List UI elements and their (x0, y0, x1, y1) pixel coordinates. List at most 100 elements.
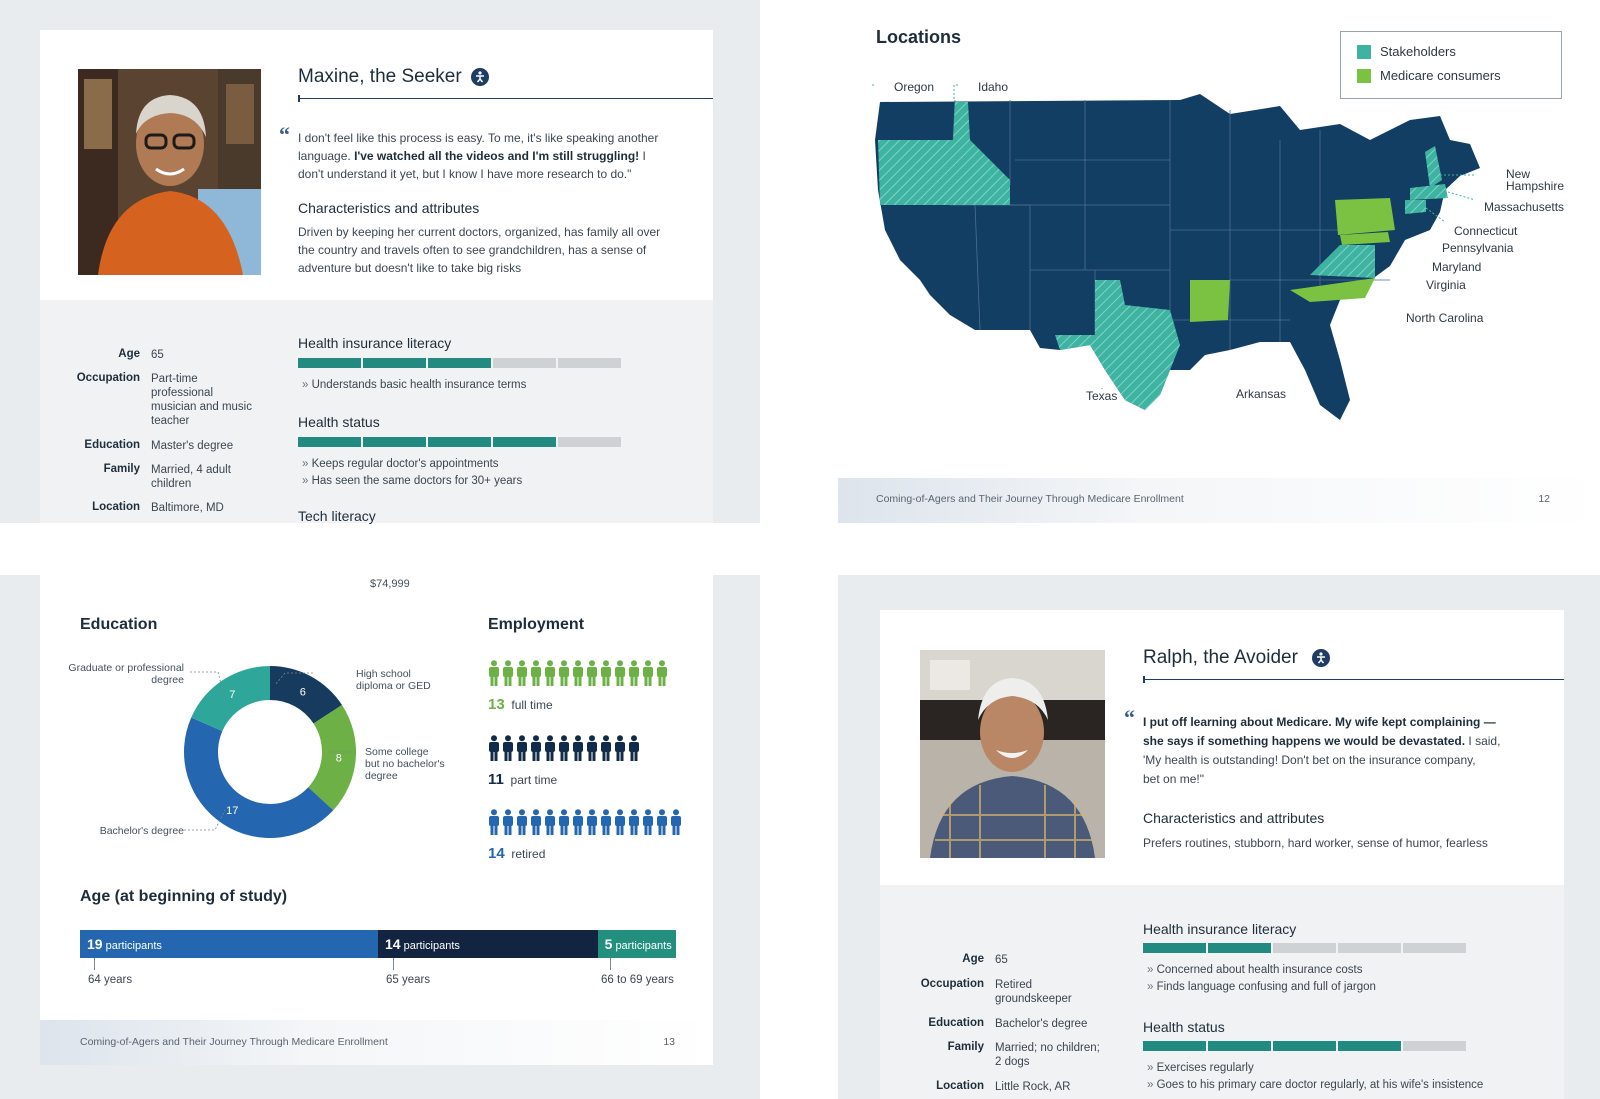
donut-value-label: 8 (336, 753, 342, 765)
state-connecticut (1405, 200, 1426, 214)
maxine-education-value: Master's degree (151, 440, 234, 452)
ralph-location-value: Little Rock, AR (995, 1081, 1071, 1093)
map-label-idaho: Idaho (978, 80, 1009, 94)
ralph-family-value: Married; no children; 2 dogs (995, 1042, 1100, 1068)
maxine-quote: I don't feel like this process is easy. … (298, 129, 718, 183)
employment-parttime-caption: 11 part time (488, 771, 558, 788)
age-segment-64: 19 participants (80, 930, 378, 958)
donut-label-bachelors: Bachelor's degree (99, 825, 184, 837)
maxine-tech-title: Tech literacy (298, 508, 376, 524)
map-label-texas: Texas (1086, 389, 1118, 403)
maxine-char-text: Driven by keeping her current doctors, o… (298, 225, 661, 275)
maxine-name: Maxine, the Seeker (298, 66, 462, 87)
maxine-quote-line-2: language. I've watched all the videos an… (298, 149, 646, 163)
state-maryland (1340, 232, 1390, 245)
person-icon (643, 809, 653, 835)
level-segment (1208, 943, 1271, 953)
state-virginia (1310, 245, 1375, 278)
person-icon (587, 809, 597, 835)
ralph-hs-bullet-2: Goes to his primary care doctor regularl… (1147, 1077, 1484, 1094)
maxine-hs-bullet-2: Has seen the same doctors for 30+ years (302, 473, 523, 490)
level-segment (363, 437, 426, 447)
donut-label-some-college: Some college but no bachelor's degree (365, 746, 445, 782)
level-segment (493, 358, 556, 368)
level-segment (1143, 1041, 1206, 1051)
ralph-hil-bullet-1: Concerned about health insurance costs (1147, 962, 1363, 979)
map-label-arkansas: Arkansas (1236, 387, 1287, 401)
level-segment (558, 358, 621, 368)
employment-title: Employment (488, 616, 585, 633)
donut-slice (191, 666, 270, 732)
level-segment (1338, 943, 1401, 953)
person-icon (615, 735, 625, 761)
maxine-hil-bullet: Understands basic health insurance terms (302, 377, 527, 394)
page-12-number: 12 (1538, 493, 1550, 505)
maxine-education-label: Education (84, 439, 140, 451)
maxine-hil-bar (298, 358, 621, 368)
state-new-hampshire (1425, 146, 1442, 188)
state-pennsylvania (1335, 198, 1395, 235)
ralph-char-title: Characteristics and attributes (1143, 810, 1325, 826)
age-label-65: 65 years (386, 974, 431, 986)
person-icon (503, 660, 513, 686)
donut-value-label: 17 (226, 805, 238, 817)
ralph-hs-bullet-1: Exercises regularly (1147, 1060, 1254, 1077)
map-label-pennsylvania: Pennsylvania (1442, 241, 1514, 255)
person-icon (503, 809, 513, 835)
donut-label-high-school: High school diploma or GED (356, 668, 431, 692)
map-label-new-hampshire: New Hampshire (1506, 167, 1565, 193)
map-label-maryland: Maryland (1432, 260, 1482, 274)
employment-retired-icons (488, 809, 682, 835)
maxine-occupation-label: Occupation (76, 372, 140, 384)
age-label-64: 64 years (88, 974, 133, 986)
person-icon (629, 809, 639, 835)
person-icon (559, 809, 569, 835)
person-icon (503, 735, 513, 761)
person-icon (629, 660, 639, 686)
state-idaho (950, 102, 1010, 205)
state-north-carolina (1290, 278, 1375, 302)
level-segment (298, 358, 361, 368)
person-icon (517, 809, 527, 835)
accessibility-icon (1312, 649, 1330, 667)
person-icon (629, 735, 639, 761)
map-label-north-carolina: North Carolina (1406, 311, 1484, 325)
quote-mark-icon: “ (1124, 705, 1135, 730)
maxine-hil-title: Health insurance literacy (298, 335, 452, 351)
level-segment (1273, 943, 1336, 953)
maxine-photo (78, 69, 261, 275)
level-segment (363, 358, 426, 368)
ralph-hil-bar (1143, 943, 1466, 953)
legend-label-consumers: Medicare consumers (1380, 68, 1501, 83)
maxine-quote-line-3: don't understand it yet, but I know I ha… (298, 167, 632, 181)
age-segment-66-69: 5 participants (597, 930, 676, 958)
age-tick-2 (393, 958, 394, 970)
maxine-hs-title: Health status (298, 414, 380, 430)
maxine-char-title: Characteristics and attributes (298, 200, 480, 216)
map-label-massachusetts: Massachusetts (1484, 200, 1565, 214)
maxine-age-value: 65 (151, 349, 164, 361)
ralph-education-value: Bachelor's degree (995, 1018, 1088, 1030)
ralph-family-label: Family (947, 1041, 984, 1053)
maxine-divider-tick (298, 95, 300, 102)
person-icon (573, 809, 583, 835)
ralph-divider-tick (1143, 676, 1145, 683)
ralph-quote-line-2: she says if something happens we would b… (1143, 734, 1501, 748)
ralph-quote-line-1: I put off learning about Medicare. My wi… (1143, 715, 1496, 729)
person-icon (657, 660, 667, 686)
maxine-divider (298, 98, 713, 99)
page-13-footer: Coming-of-Agers and Their Journey Throug… (40, 1020, 713, 1065)
legend-swatch-consumers (1357, 69, 1371, 83)
person-icon (587, 735, 597, 761)
person-icon (559, 660, 569, 686)
person-icon (559, 735, 569, 761)
legend-label-stakeholders: Stakeholders (1380, 44, 1456, 59)
person-icon (643, 660, 653, 686)
donut-slice (270, 666, 342, 724)
level-segment (493, 437, 556, 447)
donut-value-label: 7 (229, 689, 235, 701)
state-oregon (878, 140, 955, 205)
age-tick-3 (610, 958, 611, 970)
level-segment (1273, 1041, 1336, 1051)
donut-slice (184, 717, 334, 838)
